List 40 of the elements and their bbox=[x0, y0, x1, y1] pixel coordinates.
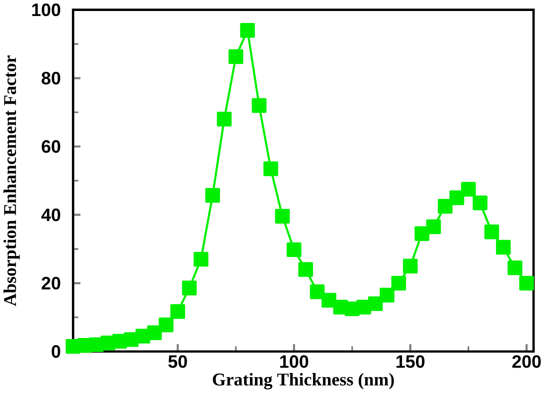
point bbox=[310, 284, 325, 300]
point bbox=[368, 296, 383, 312]
point bbox=[402, 258, 418, 274]
y-tick-label: 60 bbox=[42, 140, 60, 153]
point bbox=[228, 49, 244, 64]
point bbox=[298, 262, 314, 277]
point bbox=[472, 196, 488, 210]
point bbox=[194, 252, 208, 267]
point bbox=[391, 276, 406, 291]
point bbox=[147, 325, 162, 340]
point bbox=[170, 304, 186, 319]
x-tick-label: 50 bbox=[168, 355, 187, 368]
point bbox=[496, 240, 511, 255]
x-tick-label: 100 bbox=[280, 355, 308, 368]
point bbox=[426, 220, 441, 234]
y-tick-label: 100 bbox=[32, 4, 60, 16]
point bbox=[205, 188, 220, 203]
point bbox=[263, 161, 278, 176]
point bbox=[508, 260, 522, 276]
point bbox=[252, 98, 266, 113]
x-tick-label: 150 bbox=[396, 355, 424, 368]
y-tick-label: 20 bbox=[42, 276, 60, 290]
y-tick-label: 40 bbox=[41, 208, 60, 222]
x-axis-title: Grating Thickness (nm) bbox=[212, 373, 394, 390]
point bbox=[380, 288, 394, 303]
y-tick-label: 0 bbox=[52, 345, 60, 358]
point bbox=[449, 190, 464, 206]
point bbox=[484, 224, 500, 240]
point bbox=[461, 182, 476, 197]
point bbox=[275, 208, 290, 224]
y-axis-title: Absorption Enhancement Factor bbox=[4, 56, 20, 306]
point bbox=[438, 199, 453, 214]
x-tick-label: 200 bbox=[512, 355, 541, 368]
point bbox=[158, 318, 174, 332]
point bbox=[240, 23, 255, 38]
y-tick-label: 80 bbox=[42, 72, 60, 85]
point bbox=[216, 112, 232, 127]
point bbox=[286, 242, 302, 258]
point bbox=[182, 280, 197, 296]
point bbox=[519, 276, 534, 291]
